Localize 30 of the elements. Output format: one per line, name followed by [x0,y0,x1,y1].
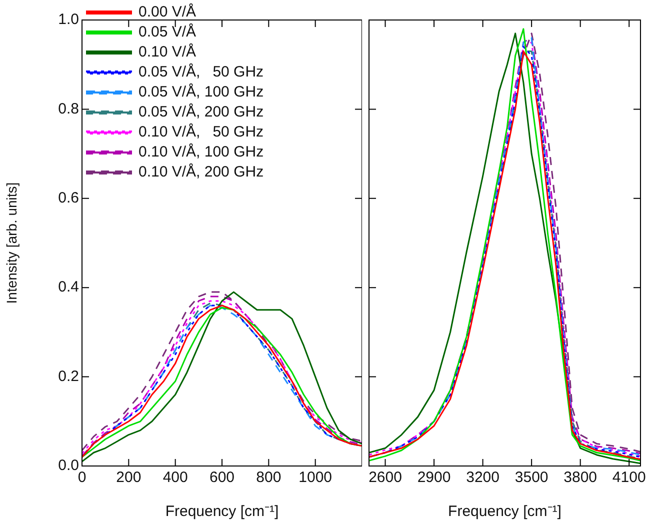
y-tick-label: 0.0 [58,457,79,474]
y-tick-label: 0.8 [58,100,79,118]
x-tick-label: 2900 [417,469,451,486]
x-tick-label: 3800 [564,469,598,486]
y-tick-label: 0.6 [58,190,79,207]
y-axis-title: Intensity [arb. units] [3,182,20,304]
x-tick-label: 4100 [612,469,646,486]
legend-label: 0.10 V/Å [138,42,196,61]
legend-label: 0.10 V/Å, 200 GHz [138,162,264,181]
y-tick-label: 0.2 [58,368,79,385]
x-tick-label: 3200 [466,469,500,486]
x-tick-label: 200 [116,469,142,486]
x-tick-label: 3500 [514,469,548,486]
x-tick-label: 600 [209,469,235,486]
x-axis-title: Frequency [cm⁻¹] [165,503,279,520]
legend-label: 0.05 V/Å, 200 GHz [138,102,264,121]
x-tick-label: 0 [78,469,86,486]
y-tick-label: 1.0 [58,11,79,28]
x-tick-label: 800 [256,469,282,486]
legend-label: 0.05 V/Å [138,22,196,41]
x-tick-label: 400 [162,469,188,486]
x-axis-title: Frequency [cm⁻¹] [448,503,562,520]
x-tick-label: 1000 [298,469,332,486]
x-tick-label: 2600 [368,469,402,486]
legend-label: 0.05 V/Å, 50 GHz [138,62,264,81]
legend-label: 0.10 V/Å, 100 GHz [138,142,264,161]
y-tick-label: 0.4 [58,278,79,296]
legend-label: 0.00 V/Å [138,2,196,21]
legend-label: 0.10 V/Å, 50 GHz [138,122,264,141]
legend-label: 0.05 V/Å, 100 GHz [138,82,264,101]
